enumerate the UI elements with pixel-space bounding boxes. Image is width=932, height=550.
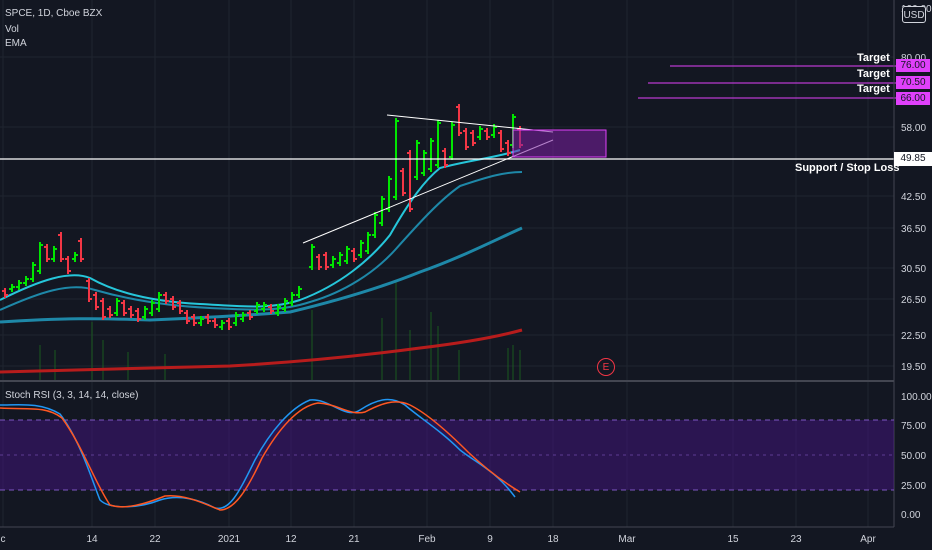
time-tick-label: Mar: [618, 534, 636, 545]
time-tick-label: 23: [790, 534, 802, 545]
target-label-3: Target: [857, 83, 890, 95]
rsi-tick-label: 75.00: [901, 421, 926, 432]
price-tick-label: 36.50: [901, 224, 926, 235]
price-tick-label: 30.50: [901, 264, 926, 275]
time-tick-label: 2021: [218, 534, 241, 545]
target-price-1: 76.00: [896, 59, 930, 72]
ema-fast-line-2: [0, 171, 523, 311]
time-tick-label: 14: [86, 534, 98, 545]
price-tick-label: 58.00: [901, 123, 926, 134]
volume-bars: [39, 282, 521, 380]
price-tick-label: 26.50: [901, 295, 926, 306]
rsi-k-line: [0, 398, 516, 510]
vol-legend[interactable]: Vol: [5, 24, 19, 35]
rsi-axis[interactable]: 100.00 75.00 50.00 25.00 0.00: [901, 392, 932, 521]
currency-badge[interactable]: USD: [902, 6, 926, 23]
support-price: 49.85: [894, 152, 932, 166]
triangle-upper-line: [386, 114, 554, 133]
time-tick-label: c: [1, 534, 6, 545]
price-tick-label: 19.50: [901, 362, 926, 373]
earnings-marker[interactable]: E: [597, 358, 615, 376]
ema-mid-line: [0, 226, 523, 324]
rsi-tick-label: 50.00: [901, 451, 926, 462]
target-label-2: Target: [857, 68, 890, 80]
price-tick-label: 42.50: [901, 192, 926, 203]
ema-fast-line: [0, 149, 521, 308]
support-label: Support / Stop Loss: [795, 162, 900, 174]
consolidation-box[interactable]: [512, 129, 607, 158]
rsi-tick-label: 100.00: [901, 392, 932, 403]
price-tick-label: 22.50: [901, 331, 926, 342]
rsi-tick-label: 25.00: [901, 481, 926, 492]
ema-legend[interactable]: EMA: [5, 38, 27, 49]
rsi-legend[interactable]: Stoch RSI (3, 3, 14, 14, close): [5, 390, 139, 401]
time-tick-label: 12: [285, 534, 297, 545]
time-axis[interactable]: c 14 22 2021 12 21 Feb 9 18 Mar 15 23 Apr: [1, 534, 877, 545]
price-bars: [2, 104, 523, 330]
time-tick-label: Feb: [418, 534, 436, 545]
time-tick-label: 21: [348, 534, 360, 545]
target-price-3: 66.00: [896, 92, 930, 105]
time-tick-label: 18: [547, 534, 559, 545]
triangle-lower-line: [302, 139, 554, 244]
price-tick-label: 80.00: [901, 53, 926, 64]
time-tick-label: 15: [727, 534, 739, 545]
rsi-tick-label: 0.00: [901, 510, 921, 521]
time-tick-label: 22: [149, 534, 161, 545]
time-tick-label: Apr: [860, 534, 876, 545]
time-tick-label: 9: [487, 534, 493, 545]
target-label-1: Target: [857, 52, 890, 64]
rsi-d-line: [0, 401, 521, 511]
ema-long-line: [0, 328, 523, 374]
symbol-legend[interactable]: SPCE, 1D, Cboe BZX: [5, 8, 103, 19]
target-price-2: 70.50: [896, 76, 930, 89]
